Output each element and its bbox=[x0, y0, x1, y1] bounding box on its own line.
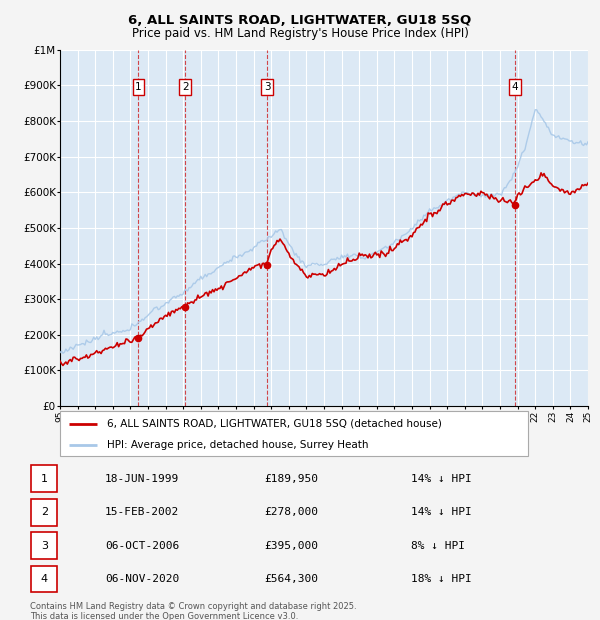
Text: £395,000: £395,000 bbox=[264, 541, 318, 551]
Text: 8% ↓ HPI: 8% ↓ HPI bbox=[411, 541, 465, 551]
Text: 2: 2 bbox=[41, 507, 48, 517]
Text: 14% ↓ HPI: 14% ↓ HPI bbox=[411, 474, 472, 484]
FancyBboxPatch shape bbox=[31, 498, 58, 526]
Text: 06-OCT-2006: 06-OCT-2006 bbox=[105, 541, 179, 551]
Text: HPI: Average price, detached house, Surrey Heath: HPI: Average price, detached house, Surr… bbox=[107, 440, 368, 450]
Text: 4: 4 bbox=[41, 574, 48, 584]
Text: 3: 3 bbox=[41, 541, 48, 551]
FancyBboxPatch shape bbox=[60, 411, 528, 456]
FancyBboxPatch shape bbox=[31, 532, 58, 559]
Text: 4: 4 bbox=[511, 82, 518, 92]
Text: Price paid vs. HM Land Registry's House Price Index (HPI): Price paid vs. HM Land Registry's House … bbox=[131, 27, 469, 40]
Text: 15-FEB-2002: 15-FEB-2002 bbox=[105, 507, 179, 517]
Text: £278,000: £278,000 bbox=[264, 507, 318, 517]
Text: 1: 1 bbox=[41, 474, 48, 484]
Text: 14% ↓ HPI: 14% ↓ HPI bbox=[411, 507, 472, 517]
Text: 6, ALL SAINTS ROAD, LIGHTWATER, GU18 5SQ: 6, ALL SAINTS ROAD, LIGHTWATER, GU18 5SQ bbox=[128, 14, 472, 27]
FancyBboxPatch shape bbox=[31, 565, 58, 593]
Text: £189,950: £189,950 bbox=[264, 474, 318, 484]
Text: 06-NOV-2020: 06-NOV-2020 bbox=[105, 574, 179, 584]
Text: 18% ↓ HPI: 18% ↓ HPI bbox=[411, 574, 472, 584]
Text: £564,300: £564,300 bbox=[264, 574, 318, 584]
Text: Contains HM Land Registry data © Crown copyright and database right 2025.
This d: Contains HM Land Registry data © Crown c… bbox=[30, 602, 356, 620]
Text: 3: 3 bbox=[263, 82, 270, 92]
Text: 18-JUN-1999: 18-JUN-1999 bbox=[105, 474, 179, 484]
Text: 6, ALL SAINTS ROAD, LIGHTWATER, GU18 5SQ (detached house): 6, ALL SAINTS ROAD, LIGHTWATER, GU18 5SQ… bbox=[107, 418, 442, 428]
FancyBboxPatch shape bbox=[31, 465, 58, 492]
Text: 2: 2 bbox=[182, 82, 188, 92]
Text: 1: 1 bbox=[135, 82, 142, 92]
